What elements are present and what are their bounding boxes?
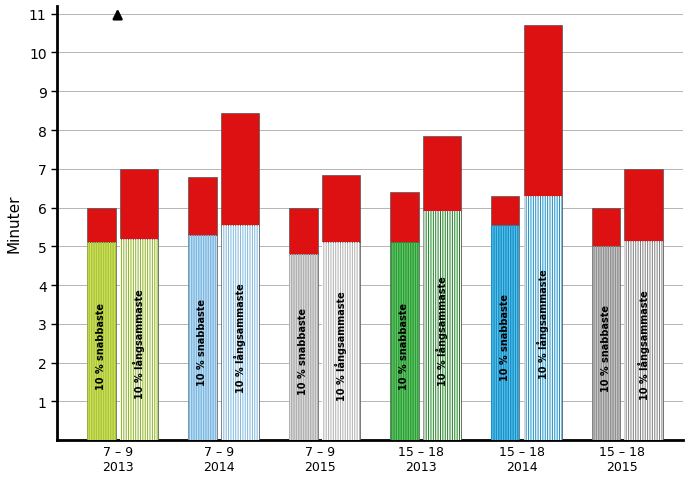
Bar — [592, 208, 620, 247]
Bar — [624, 241, 663, 440]
Text: 10 % snabbaste: 10 % snabbaste — [500, 294, 511, 381]
Text: 10 % snabbaste: 10 % snabbaste — [400, 302, 409, 389]
Bar — [391, 243, 419, 440]
Bar — [592, 247, 620, 440]
Bar — [322, 243, 360, 440]
Text: 10 % långsammaste: 10 % långsammaste — [537, 268, 549, 378]
Bar — [119, 239, 158, 440]
Bar — [289, 254, 317, 440]
Bar — [322, 175, 360, 243]
Bar — [391, 192, 419, 243]
Bar — [422, 212, 461, 440]
Bar — [491, 226, 520, 440]
Bar — [624, 241, 663, 440]
Text: 10 % långsammaste: 10 % långsammaste — [638, 290, 650, 399]
Bar — [322, 243, 360, 440]
Bar — [289, 254, 317, 440]
Text: 10 % långsammaste: 10 % långsammaste — [132, 289, 145, 398]
Bar — [221, 226, 259, 440]
Bar — [188, 235, 217, 440]
Bar — [188, 235, 217, 440]
Bar — [524, 26, 562, 196]
Bar — [391, 243, 419, 440]
Bar — [88, 243, 116, 440]
Bar — [289, 254, 317, 440]
Bar — [289, 208, 317, 254]
Bar — [524, 196, 562, 440]
Bar — [221, 226, 259, 440]
Bar — [188, 177, 217, 235]
Bar — [119, 169, 158, 239]
Text: 10 % långsammaste: 10 % långsammaste — [335, 291, 347, 400]
Text: 10 % snabbaste: 10 % snabbaste — [298, 308, 308, 395]
Bar — [624, 169, 663, 241]
Bar — [119, 239, 158, 440]
Bar — [592, 247, 620, 440]
Text: 10 % snabbaste: 10 % snabbaste — [97, 302, 106, 389]
Bar — [88, 208, 116, 243]
Y-axis label: Minuter: Minuter — [7, 194, 22, 253]
Text: 10 % långsammaste: 10 % långsammaste — [234, 282, 246, 392]
Bar — [88, 243, 116, 440]
Bar — [592, 247, 620, 440]
Text: 10 % snabbaste: 10 % snabbaste — [197, 299, 208, 385]
Bar — [221, 113, 259, 226]
Text: 10 % snabbaste: 10 % snabbaste — [601, 304, 611, 391]
Bar — [491, 196, 520, 226]
Text: 10 % långsammaste: 10 % långsammaste — [435, 276, 448, 385]
Bar — [391, 243, 419, 440]
Bar — [491, 226, 520, 440]
Bar — [422, 212, 461, 440]
Bar — [188, 235, 217, 440]
Bar — [524, 196, 562, 440]
Bar — [88, 243, 116, 440]
Bar — [422, 136, 461, 212]
Bar — [491, 226, 520, 440]
